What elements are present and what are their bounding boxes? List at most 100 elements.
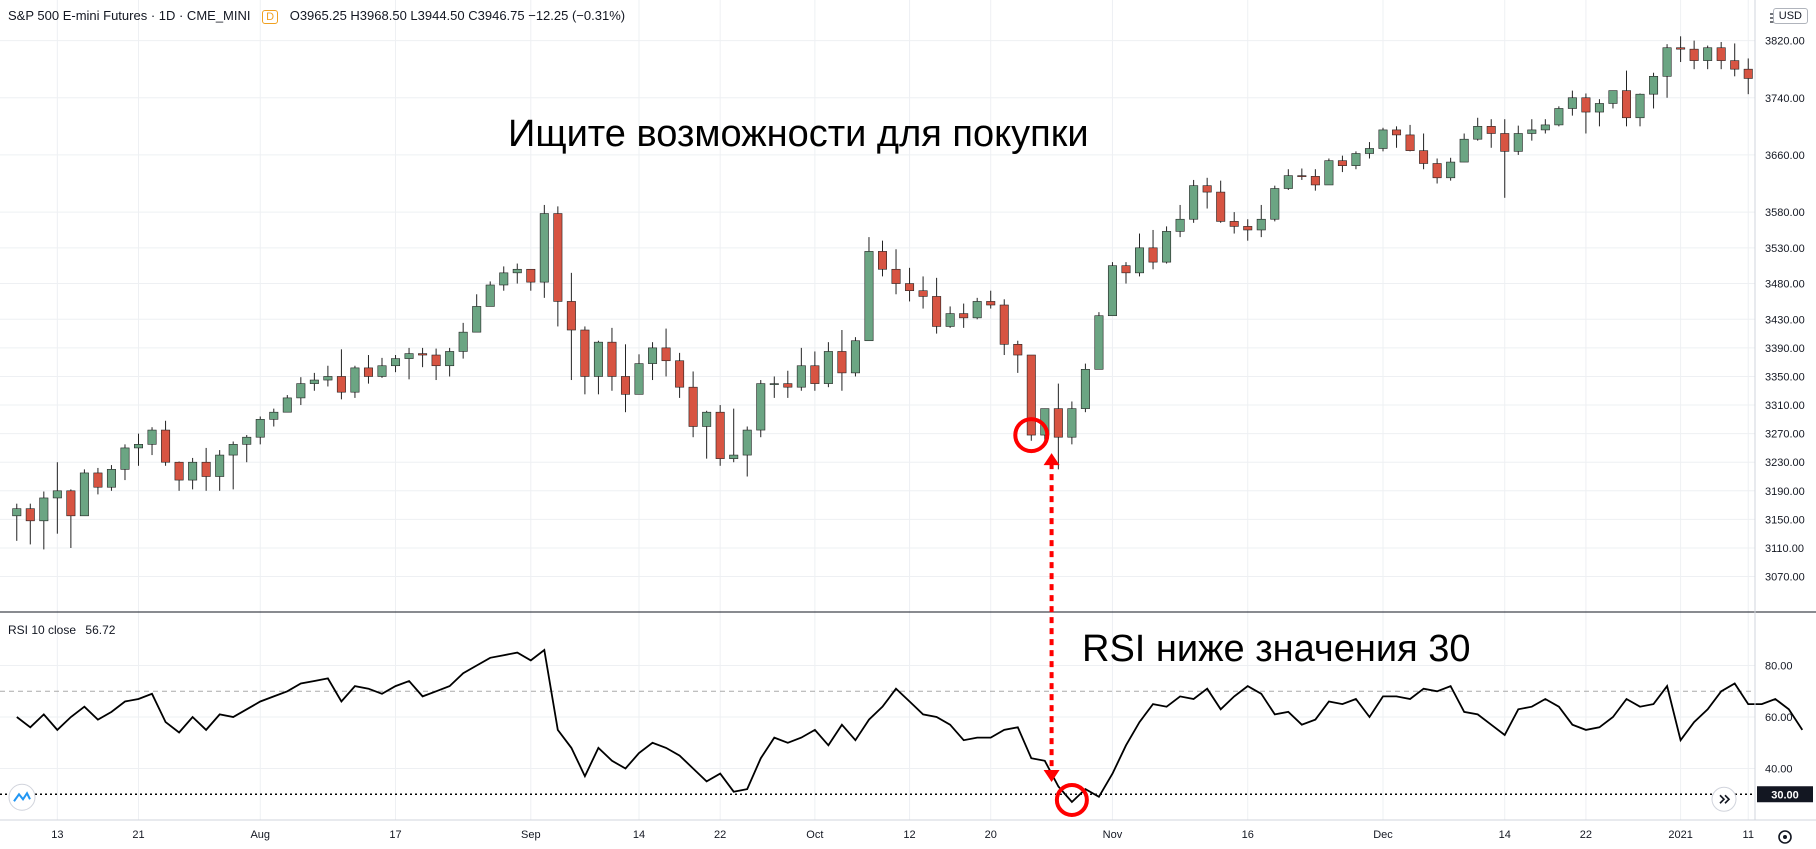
candle-body (986, 301, 996, 306)
currency-badge[interactable]: USD (1772, 8, 1808, 24)
candle-body (228, 444, 238, 456)
candle-body (1378, 129, 1388, 149)
rsi-value: 56.72 (85, 623, 116, 637)
rsi-low-circle (1054, 782, 1089, 817)
candle-body (269, 411, 279, 420)
candle-body (1080, 369, 1090, 409)
candle-body (1148, 247, 1158, 263)
price-tick-label: 3270.00 (1765, 429, 1805, 441)
rsi-label[interactable]: RSI 10 close (8, 623, 77, 637)
candle-body (1486, 126, 1496, 134)
logo-wave (13, 791, 31, 802)
candle-body (1730, 60, 1740, 70)
candle-body (350, 367, 360, 393)
candle-body (891, 268, 901, 284)
interval-badge[interactable]: D (262, 10, 279, 24)
candle-body (1202, 185, 1212, 193)
candle-body (377, 365, 387, 377)
candle-body (215, 454, 225, 477)
candle-body (336, 376, 346, 393)
candle-body (12, 508, 22, 517)
candle-body (1364, 148, 1374, 154)
candle-body (1094, 315, 1104, 370)
candle-body (1053, 408, 1063, 438)
candle-body (1554, 108, 1564, 126)
candle-body (648, 347, 658, 364)
price-tick-label: 3150.00 (1765, 514, 1805, 526)
candle-body (1297, 175, 1307, 177)
candle-body (553, 213, 563, 302)
annotation-markers (1013, 417, 1089, 817)
candle-body (729, 454, 739, 459)
candle-body (282, 397, 292, 413)
candle-body (499, 272, 509, 286)
price-tick-label: 3230.00 (1765, 457, 1805, 469)
time-tick-label: Aug (250, 829, 270, 841)
price-tick-label: 3350.00 (1765, 371, 1805, 383)
price-tick-label: 3390.00 (1765, 343, 1805, 355)
rsi-header: RSI 10 close 56.72 (8, 623, 115, 637)
candle-body (783, 383, 793, 388)
candle-body (445, 351, 455, 367)
candle-body (823, 351, 833, 384)
price-tick-label: 3660.00 (1765, 150, 1805, 162)
candle-body (147, 429, 157, 445)
candle-body (1216, 191, 1226, 222)
price-tick-label: 3430.00 (1765, 314, 1805, 326)
price-tick-label: 3480.00 (1765, 279, 1805, 291)
candle-body (404, 353, 414, 359)
candle-body (431, 354, 441, 367)
candle-body (1324, 160, 1334, 186)
candle-body (1500, 133, 1510, 152)
candle-body (1310, 176, 1320, 186)
candle-body (1283, 175, 1293, 189)
symbol-title[interactable]: S&P 500 E-mini Futures · 1D · CME_MINI (8, 8, 251, 23)
candle-body (959, 313, 969, 319)
candle-body (1676, 47, 1686, 50)
candle-body (174, 461, 184, 481)
candle-body (1405, 134, 1415, 151)
candle-body (1243, 226, 1253, 231)
time-tick-label: 22 (1580, 829, 1592, 841)
rsi-tick-label: 80.00 (1765, 661, 1793, 673)
candle-body (1175, 218, 1185, 232)
time-tick-label: 22 (714, 829, 726, 841)
price-low-circle (1013, 417, 1050, 454)
rsi-tick-label: 60.00 (1765, 712, 1793, 724)
candle-body (1419, 150, 1429, 164)
candle-body (1337, 160, 1347, 166)
price-tick-label: 3820.00 (1765, 36, 1805, 48)
candle-body (1608, 90, 1618, 104)
link-arrow-head-down (1043, 769, 1060, 782)
candle-body (1392, 129, 1402, 136)
time-tick-label: 2021 (1668, 829, 1692, 841)
candlestick-series (12, 36, 1753, 550)
gear-hub (1783, 835, 1787, 839)
price-tick-label: 3310.00 (1765, 400, 1805, 412)
time-tick-label: 13 (51, 829, 63, 841)
price-tick-label: 3070.00 (1765, 572, 1805, 584)
time-tick-label: Sep (521, 829, 541, 841)
candle-body (945, 313, 955, 327)
candle-body (323, 376, 333, 381)
price-tick-label: 3190.00 (1765, 486, 1805, 498)
candle-body (1621, 90, 1631, 119)
candle-body (1270, 188, 1280, 220)
candle-body (1107, 265, 1117, 317)
ohlc-readout: O3965.25 H3968.50 L3944.50 C3946.75 −12.… (289, 8, 626, 23)
time-tick-label: Nov (1103, 829, 1123, 841)
candle-body (1567, 97, 1577, 109)
candle-body (593, 341, 603, 377)
candle-body (769, 383, 779, 385)
time-tick-label: 12 (903, 829, 915, 841)
candle-body (1689, 48, 1699, 61)
candle-body (1067, 408, 1077, 438)
candle-body (161, 429, 171, 463)
candle-body (1026, 354, 1036, 436)
candle-body (1351, 153, 1361, 166)
candle-body (106, 469, 116, 488)
settings-gear-icon (1778, 830, 1792, 844)
candle-body (201, 461, 211, 477)
candle-body (391, 358, 401, 367)
